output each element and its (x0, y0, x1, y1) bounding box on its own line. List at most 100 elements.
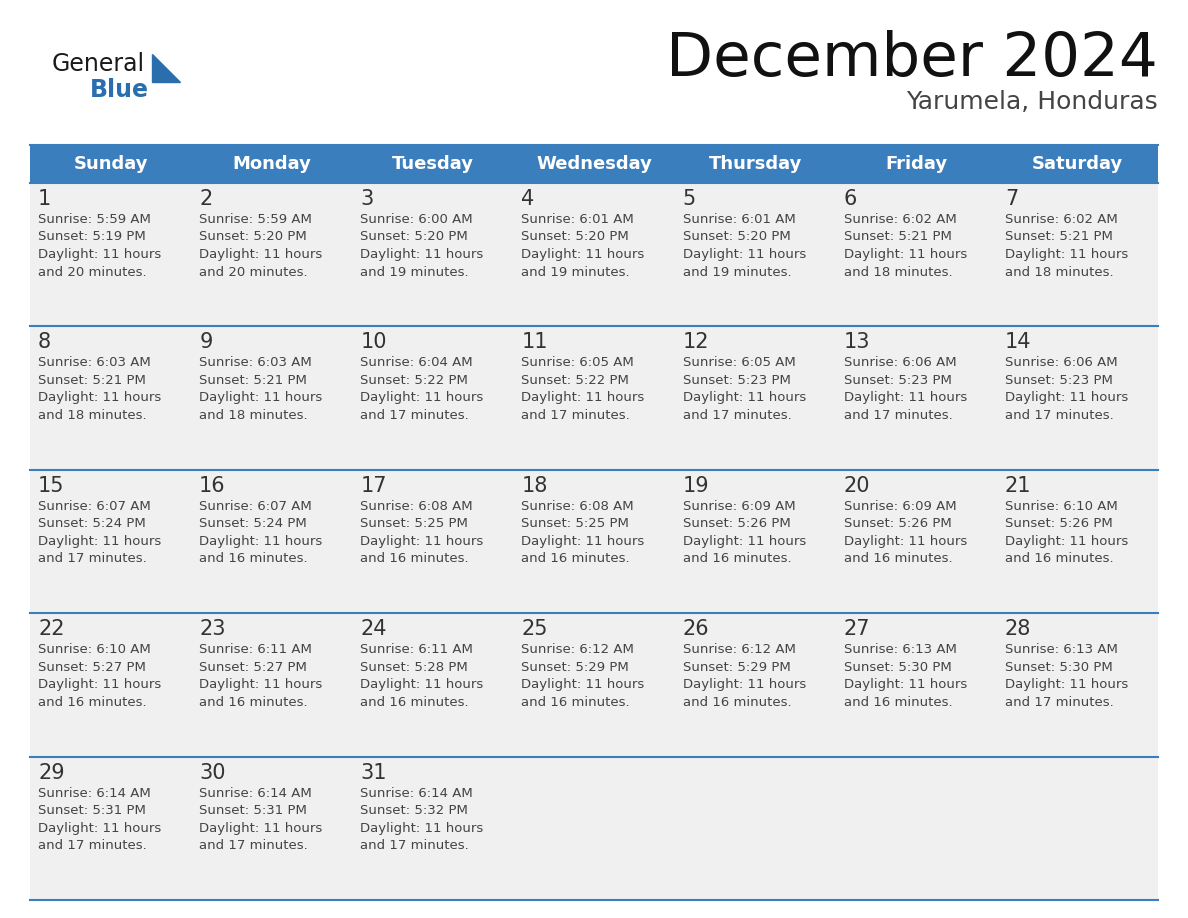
Text: 25: 25 (522, 620, 548, 639)
Text: 7: 7 (1005, 189, 1018, 209)
Text: Sunrise: 6:07 AM: Sunrise: 6:07 AM (200, 499, 312, 513)
Text: Sunrise: 5:59 AM: Sunrise: 5:59 AM (200, 213, 312, 226)
Text: 5: 5 (683, 189, 696, 209)
Text: Sunset: 5:26 PM: Sunset: 5:26 PM (683, 518, 790, 531)
Text: Daylight: 11 hours: Daylight: 11 hours (1005, 535, 1129, 548)
Text: 3: 3 (360, 189, 373, 209)
Text: Daylight: 11 hours: Daylight: 11 hours (522, 678, 645, 691)
Text: and 17 minutes.: and 17 minutes. (843, 409, 953, 422)
Text: and 19 minutes.: and 19 minutes. (522, 265, 630, 278)
Text: 26: 26 (683, 620, 709, 639)
Bar (30, 613, 191, 756)
Text: Sunset: 5:29 PM: Sunset: 5:29 PM (522, 661, 630, 674)
Text: 4: 4 (522, 189, 535, 209)
Bar (30, 145, 1158, 183)
Bar (675, 327, 835, 470)
Text: Tuesday: Tuesday (392, 155, 474, 173)
Text: and 16 minutes.: and 16 minutes. (1005, 553, 1113, 565)
Text: Sunrise: 6:13 AM: Sunrise: 6:13 AM (1005, 644, 1118, 656)
Text: Sunset: 5:29 PM: Sunset: 5:29 PM (683, 661, 790, 674)
Text: and 17 minutes.: and 17 minutes. (683, 409, 791, 422)
Bar (513, 327, 675, 470)
Bar (513, 183, 675, 327)
Bar (191, 756, 353, 900)
Text: and 17 minutes.: and 17 minutes. (200, 839, 308, 852)
Text: 2: 2 (200, 189, 213, 209)
Bar (997, 756, 1158, 900)
Text: Sunrise: 6:02 AM: Sunrise: 6:02 AM (843, 213, 956, 226)
Text: Sunrise: 6:05 AM: Sunrise: 6:05 AM (522, 356, 634, 369)
Text: Monday: Monday (233, 155, 311, 173)
Text: and 19 minutes.: and 19 minutes. (360, 265, 469, 278)
Text: 23: 23 (200, 620, 226, 639)
Text: Sunrise: 6:14 AM: Sunrise: 6:14 AM (200, 787, 312, 800)
Bar (835, 613, 997, 756)
Text: Daylight: 11 hours: Daylight: 11 hours (683, 248, 805, 261)
Text: Daylight: 11 hours: Daylight: 11 hours (200, 535, 322, 548)
Text: Saturday: Saturday (1032, 155, 1123, 173)
Text: Daylight: 11 hours: Daylight: 11 hours (200, 248, 322, 261)
Text: Sunday: Sunday (74, 155, 147, 173)
Text: Sunset: 5:20 PM: Sunset: 5:20 PM (522, 230, 630, 243)
Text: 24: 24 (360, 620, 387, 639)
Bar (997, 470, 1158, 613)
Text: Sunset: 5:25 PM: Sunset: 5:25 PM (360, 518, 468, 531)
Bar (835, 470, 997, 613)
Text: 17: 17 (360, 476, 387, 496)
Text: Sunset: 5:21 PM: Sunset: 5:21 PM (38, 374, 146, 386)
Bar (997, 183, 1158, 327)
Text: 27: 27 (843, 620, 871, 639)
Text: 11: 11 (522, 332, 548, 353)
Text: Sunset: 5:23 PM: Sunset: 5:23 PM (1005, 374, 1113, 386)
Text: Sunrise: 6:14 AM: Sunrise: 6:14 AM (360, 787, 473, 800)
Bar (675, 756, 835, 900)
Text: Daylight: 11 hours: Daylight: 11 hours (38, 535, 162, 548)
Text: Sunrise: 6:10 AM: Sunrise: 6:10 AM (1005, 499, 1118, 513)
Bar (30, 470, 191, 613)
Text: Sunrise: 6:05 AM: Sunrise: 6:05 AM (683, 356, 795, 369)
Text: 1: 1 (38, 189, 51, 209)
Text: Sunset: 5:21 PM: Sunset: 5:21 PM (200, 374, 307, 386)
Text: Daylight: 11 hours: Daylight: 11 hours (843, 678, 967, 691)
Text: 19: 19 (683, 476, 709, 496)
Text: and 20 minutes.: and 20 minutes. (200, 265, 308, 278)
Text: Daylight: 11 hours: Daylight: 11 hours (38, 678, 162, 691)
Polygon shape (152, 54, 181, 82)
Text: Daylight: 11 hours: Daylight: 11 hours (1005, 678, 1129, 691)
Text: 12: 12 (683, 332, 709, 353)
Text: and 16 minutes.: and 16 minutes. (360, 696, 469, 709)
Text: and 17 minutes.: and 17 minutes. (38, 839, 147, 852)
Text: Sunrise: 6:13 AM: Sunrise: 6:13 AM (843, 644, 956, 656)
Text: Sunrise: 6:04 AM: Sunrise: 6:04 AM (360, 356, 473, 369)
Bar (353, 183, 513, 327)
Text: Sunset: 5:27 PM: Sunset: 5:27 PM (38, 661, 146, 674)
Text: Thursday: Thursday (708, 155, 802, 173)
Text: 13: 13 (843, 332, 871, 353)
Text: Daylight: 11 hours: Daylight: 11 hours (200, 391, 322, 405)
Text: Friday: Friday (885, 155, 947, 173)
Bar (675, 613, 835, 756)
Text: Sunset: 5:26 PM: Sunset: 5:26 PM (843, 518, 952, 531)
Bar (191, 327, 353, 470)
Text: Sunset: 5:21 PM: Sunset: 5:21 PM (843, 230, 952, 243)
Text: Blue: Blue (90, 78, 148, 102)
Text: Sunset: 5:26 PM: Sunset: 5:26 PM (1005, 518, 1113, 531)
Text: and 16 minutes.: and 16 minutes. (843, 696, 953, 709)
Text: Sunrise: 6:07 AM: Sunrise: 6:07 AM (38, 499, 151, 513)
Text: and 16 minutes.: and 16 minutes. (522, 696, 630, 709)
Text: 18: 18 (522, 476, 548, 496)
Text: Sunset: 5:27 PM: Sunset: 5:27 PM (200, 661, 307, 674)
Text: and 19 minutes.: and 19 minutes. (683, 265, 791, 278)
Text: Sunrise: 6:00 AM: Sunrise: 6:00 AM (360, 213, 473, 226)
Text: Sunset: 5:30 PM: Sunset: 5:30 PM (843, 661, 952, 674)
Text: Daylight: 11 hours: Daylight: 11 hours (843, 391, 967, 405)
Text: Sunset: 5:20 PM: Sunset: 5:20 PM (683, 230, 790, 243)
Text: 15: 15 (38, 476, 64, 496)
Text: 31: 31 (360, 763, 387, 783)
Text: Sunrise: 6:11 AM: Sunrise: 6:11 AM (200, 644, 312, 656)
Text: Sunrise: 6:06 AM: Sunrise: 6:06 AM (1005, 356, 1118, 369)
Bar (30, 327, 191, 470)
Bar (675, 470, 835, 613)
Text: Sunrise: 6:08 AM: Sunrise: 6:08 AM (360, 499, 473, 513)
Text: Sunrise: 6:10 AM: Sunrise: 6:10 AM (38, 644, 151, 656)
